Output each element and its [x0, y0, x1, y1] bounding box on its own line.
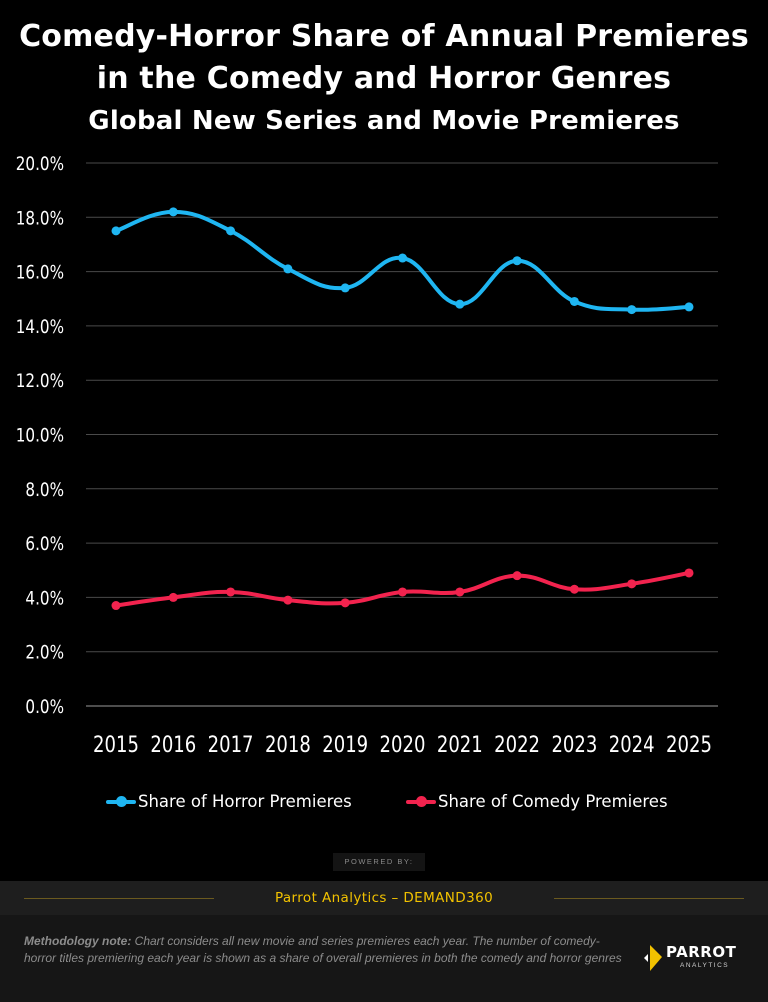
y-tick-label: 0.0% [25, 696, 64, 718]
methodology-note: Methodology note: Chart considers all ne… [24, 933, 624, 967]
data-point [283, 595, 293, 605]
logo-wordmark: PARROT [666, 943, 737, 961]
parrot-logo-icon [644, 945, 662, 971]
x-tick-label: 2024 [609, 731, 655, 757]
data-point [398, 587, 407, 597]
y-tick-label: 4.0% [25, 588, 64, 610]
methodology-label: Methodology note: [24, 934, 132, 948]
data-point [226, 226, 236, 236]
data-point [627, 579, 637, 589]
y-tick-label: 16.0% [16, 262, 64, 284]
x-tick-label: 2016 [150, 731, 196, 757]
data-point [340, 283, 350, 293]
x-tick-label: 2021 [437, 731, 483, 757]
divider-left [24, 898, 214, 899]
y-tick-label: 14.0% [16, 316, 64, 338]
logo-subtext: ANALYTICS [680, 962, 730, 969]
y-axis-ticks: 0.0% 2.0% 4.0% 6.0% 8.0% 10.0% 12.0% 14.0% 16.0%… [16, 153, 64, 718]
data-point [111, 226, 121, 236]
chart-title-line1: Comedy-Horror Share of Annual Premieres [19, 19, 749, 54]
data-point [168, 207, 178, 217]
x-axis-ticks: 2015 2016 2017 2018 2019 2020 2021 2022 2023 2024… [93, 731, 712, 757]
legend-label-comedy: Share of Comedy Premieres [438, 792, 668, 811]
gridlines [86, 162, 718, 707]
data-point [111, 601, 121, 611]
data-point [283, 264, 293, 274]
legend-item-horror: Share of Horror Premieres [106, 792, 352, 811]
x-tick-label: 2018 [265, 731, 311, 757]
data-point [569, 296, 579, 306]
legend-swatch-horror [106, 796, 136, 807]
series-lines [111, 207, 694, 611]
x-tick-label: 2020 [380, 731, 426, 757]
line-chart: 0.0% 2.0% 4.0% 6.0% 8.0% 10.0% 12.0% 14.0% 16.0%… [16, 153, 718, 757]
chart-subtitle: Global New Series and Movie Premieres [88, 106, 680, 136]
data-point [512, 256, 522, 266]
y-tick-label: 20.0% [16, 153, 64, 175]
legend-label-horror: Share of Horror Premieres [138, 792, 352, 811]
x-tick-label: 2023 [551, 731, 597, 757]
y-tick-label: 18.0% [16, 208, 64, 230]
source-label: Parrot Analytics – DEMAND360 [274, 890, 494, 906]
data-point [168, 592, 178, 602]
y-tick-label: 8.0% [25, 479, 64, 501]
data-point [684, 302, 694, 312]
y-tick-label: 6.0% [25, 534, 64, 556]
data-point [398, 253, 407, 263]
legend-swatch-comedy [406, 796, 436, 807]
data-point [684, 568, 694, 578]
y-tick-label: 10.0% [16, 425, 64, 447]
data-point [340, 598, 350, 608]
powered-by-label: POWERED BY: [333, 853, 425, 871]
x-tick-label: 2015 [93, 731, 139, 757]
y-tick-label: 12.0% [16, 371, 64, 393]
data-point [512, 571, 522, 581]
data-point [455, 587, 465, 597]
footer: Methodology note: Chart considers all ne… [0, 915, 768, 1002]
data-point [569, 584, 579, 594]
data-point [627, 305, 637, 315]
series-line-0 [114, 209, 691, 312]
data-point [226, 587, 236, 597]
legend-item-comedy: Share of Comedy Premieres [406, 792, 668, 811]
source-band: Parrot Analytics – DEMAND360 [0, 881, 768, 915]
divider-right [554, 898, 744, 899]
data-point [455, 299, 465, 309]
x-tick-label: 2025 [666, 731, 712, 757]
methodology-text: Chart considers all new movie and series… [24, 934, 622, 965]
x-tick-label: 2019 [322, 731, 368, 757]
y-tick-label: 2.0% [25, 642, 64, 664]
chart-title-line2: in the Comedy and Horror Genres [96, 61, 672, 96]
x-tick-label: 2017 [208, 731, 254, 757]
parrot-analytics-logo: PARROT ANALYTICS [640, 941, 750, 981]
x-tick-label: 2022 [494, 731, 540, 757]
